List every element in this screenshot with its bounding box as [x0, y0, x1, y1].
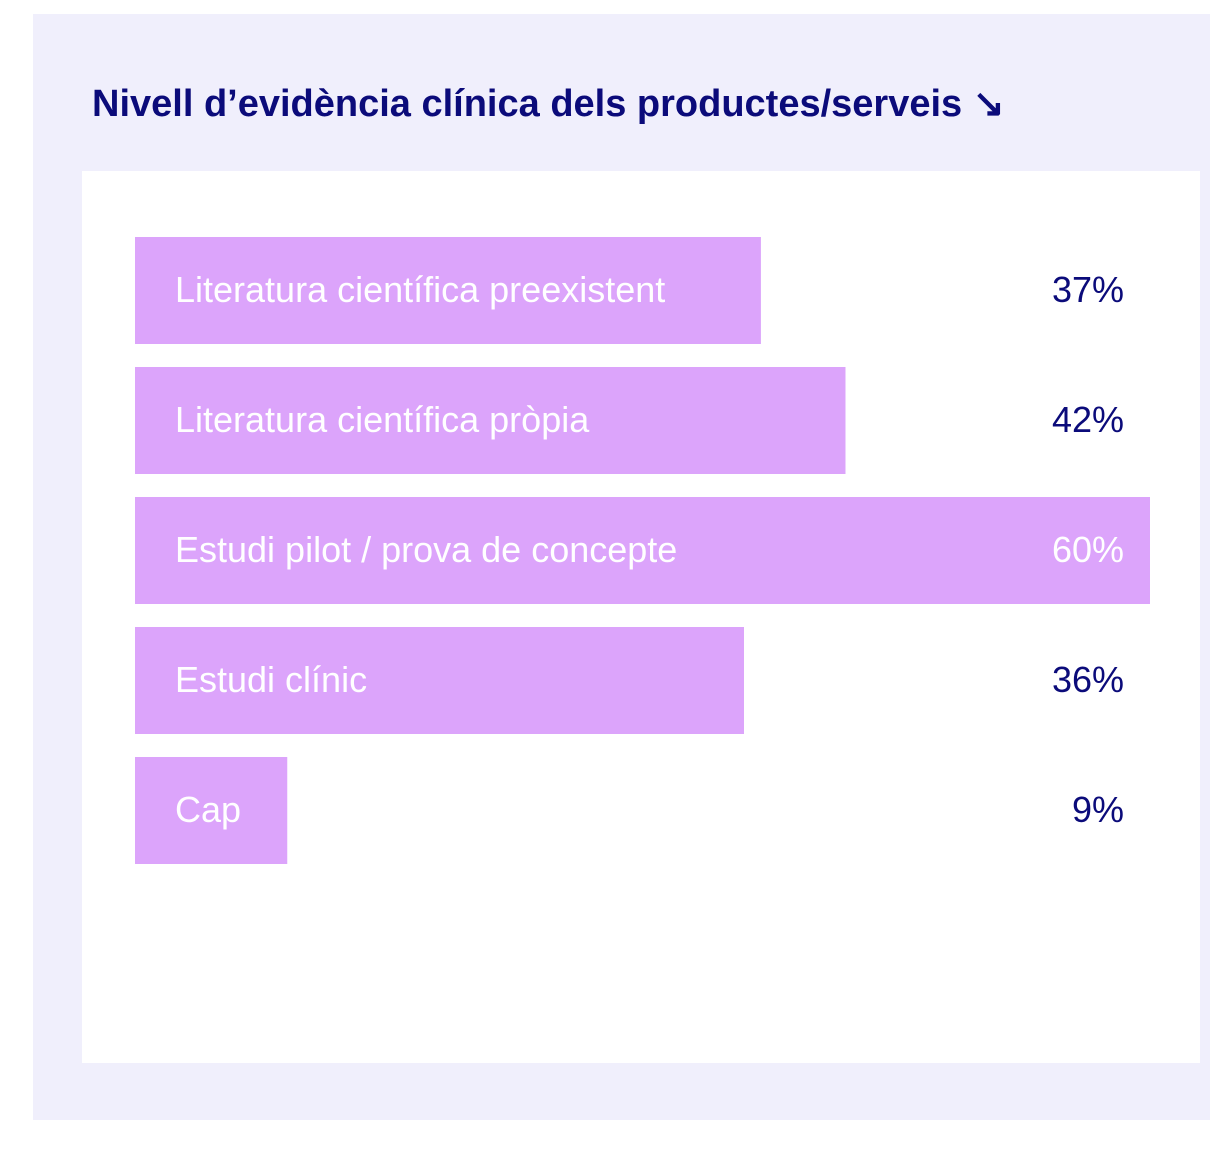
bar: [135, 627, 744, 734]
value-label: 42%: [1052, 399, 1124, 440]
category-label: Estudi clínic: [175, 659, 367, 700]
chart-title: Nivell d’evidència clínica dels producte…: [92, 83, 1005, 125]
category-label: Literatura científica preexistent: [175, 269, 665, 310]
bar: [135, 237, 761, 344]
category-label: Cap: [175, 789, 241, 830]
value-label: 36%: [1052, 659, 1124, 700]
value-label: 60%: [1052, 529, 1124, 570]
category-label: Estudi pilot / prova de concepte: [175, 529, 677, 570]
bar: [135, 367, 846, 474]
value-label: 9%: [1072, 789, 1124, 830]
bar: [135, 757, 288, 864]
value-label: 37%: [1052, 269, 1124, 310]
bar: [135, 497, 1150, 604]
category-label: Literatura científica pròpia: [175, 399, 590, 440]
